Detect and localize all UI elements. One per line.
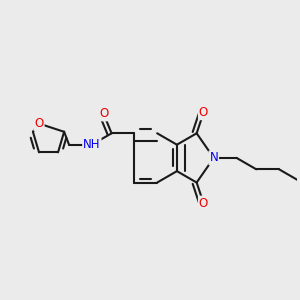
Text: NH: NH: [83, 138, 100, 151]
Text: O: O: [99, 107, 108, 120]
Text: N: N: [209, 152, 218, 164]
Text: O: O: [34, 117, 43, 130]
Text: O: O: [199, 106, 208, 119]
Text: O: O: [199, 196, 208, 210]
